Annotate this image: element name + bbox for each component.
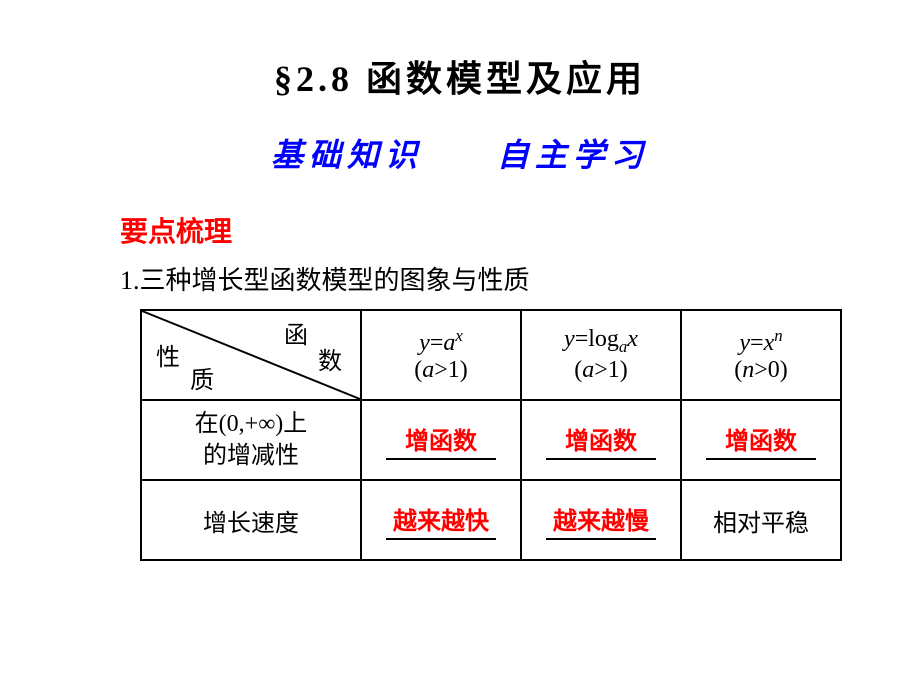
formula: y=ax — [362, 326, 520, 357]
formula: (n>0) — [682, 357, 840, 384]
subtitle-part1: 基础知识 — [271, 130, 423, 176]
fill-answer: 越来越快 — [386, 501, 496, 540]
cell: 增函数 — [361, 400, 521, 480]
row-header: 增长速度 — [141, 480, 361, 560]
fill-answer: 增函数 — [386, 421, 496, 460]
col-header-3: y=xn (n>0) — [681, 310, 841, 400]
properties-table: 函 数 性 质 y=ax (a>1) y=logax (a>1) y=xn (n… — [140, 309, 842, 561]
row-label-line: 的增减性 — [142, 440, 360, 472]
formula: y=xn — [682, 326, 840, 357]
cell: 越来越快 — [361, 480, 521, 560]
cell: 越来越慢 — [521, 480, 681, 560]
corner-top: 函 — [284, 315, 308, 350]
corner-bot: 质 — [190, 360, 214, 395]
fill-answer: 越来越慢 — [546, 501, 656, 540]
col-header-1: y=ax (a>1) — [361, 310, 521, 400]
formula: (a>1) — [522, 357, 680, 384]
slide: §2.8 函数模型及应用 基础知识 自主学习 要点梳理 1.三种增长型函数模型的… — [0, 0, 920, 690]
col-header-2: y=logax (a>1) — [521, 310, 681, 400]
fill-answer: 增函数 — [546, 421, 656, 460]
cell: 增函数 — [681, 400, 841, 480]
cell: 增函数 — [521, 400, 681, 480]
subtitle-part2: 自主学习 — [497, 130, 649, 176]
table-row: 增长速度 越来越快 越来越慢 相对平稳 — [141, 480, 841, 560]
table-row: 函 数 性 质 y=ax (a>1) y=logax (a>1) y=xn (n… — [141, 310, 841, 400]
corner-left: 性 — [156, 337, 180, 372]
fill-answer: 增函数 — [706, 421, 816, 460]
cell: 相对平稳 — [681, 480, 841, 560]
table-row: 在(0,+∞)上 的增减性 增函数 增函数 增函数 — [141, 400, 841, 480]
list-item: 1.三种增长型函数模型的图象与性质 — [120, 260, 860, 297]
formula: y=logax — [522, 326, 680, 357]
page-subtitle: 基础知识 自主学习 — [60, 130, 860, 176]
formula: (a>1) — [362, 357, 520, 384]
row-label-line: 在(0,+∞)上 — [142, 408, 360, 440]
page-title: §2.8 函数模型及应用 — [60, 50, 860, 102]
section-heading: 要点梳理 — [120, 210, 860, 250]
row-header: 在(0,+∞)上 的增减性 — [141, 400, 361, 480]
corner-cell: 函 数 性 质 — [141, 310, 361, 400]
corner-mid: 数 — [318, 341, 342, 376]
cell-text: 相对平稳 — [713, 511, 809, 537]
